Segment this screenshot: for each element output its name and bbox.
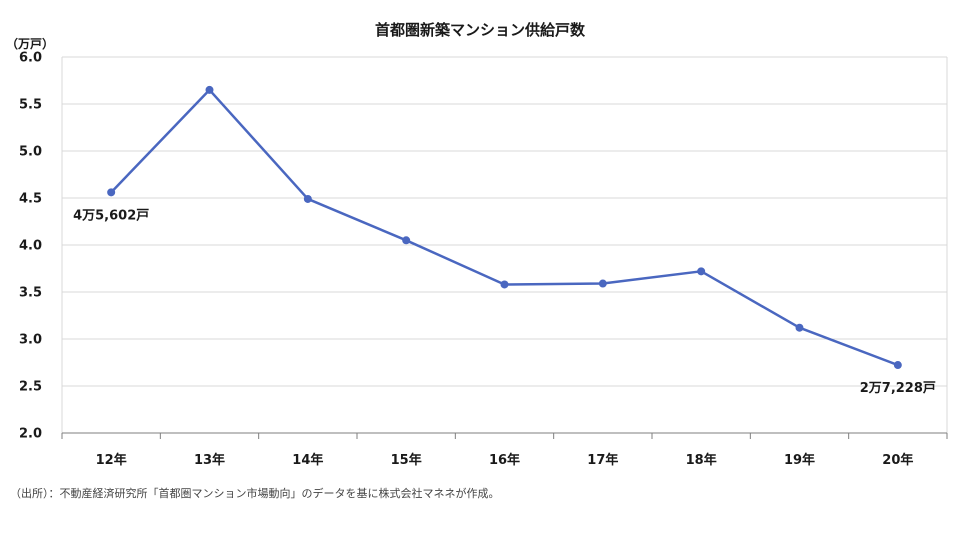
series-line bbox=[110, 88, 899, 367]
data-label: 2万7,228戸 bbox=[860, 381, 936, 396]
data-point bbox=[205, 85, 214, 94]
data-point bbox=[500, 280, 509, 289]
y-tick-label: 4.0 bbox=[19, 239, 42, 254]
y-tick-label: 4.5 bbox=[19, 192, 42, 207]
x-tick-label: 13年 bbox=[194, 452, 225, 468]
data-point bbox=[402, 236, 411, 245]
x-tick-label: 16年 bbox=[489, 452, 520, 468]
y-tick-label: 6.0 bbox=[19, 51, 42, 66]
x-tick-label: 20年 bbox=[882, 452, 913, 468]
data-point bbox=[697, 267, 706, 276]
y-tick-label: 5.0 bbox=[19, 145, 42, 160]
data-point bbox=[598, 279, 607, 288]
y-tick-label: 2.5 bbox=[19, 380, 42, 395]
chart-title: 首都圏新築マンション供給戸数 bbox=[374, 21, 585, 39]
x-tick-label: 12年 bbox=[96, 452, 127, 468]
x-tick-label: 17年 bbox=[587, 452, 618, 468]
y-tick-label: 3.0 bbox=[19, 333, 42, 348]
source-note: （出所）：不動産経済研究所「首都圏マンション市場動向」のデータを基に株式会社マネ… bbox=[10, 487, 500, 500]
y-tick-label: 5.5 bbox=[19, 98, 42, 113]
data-point bbox=[303, 194, 312, 203]
y-tick-label: 3.5 bbox=[19, 286, 42, 301]
y-axis-unit-label: （万戸） bbox=[6, 37, 55, 51]
x-tick-label: 19年 bbox=[784, 452, 815, 468]
data-point bbox=[795, 323, 804, 332]
x-tick-label: 15年 bbox=[391, 452, 422, 468]
data-label: 4万5,602戸 bbox=[73, 208, 149, 223]
data-point bbox=[893, 361, 902, 370]
y-tick-label: 2.0 bbox=[19, 427, 42, 442]
data-point bbox=[107, 188, 116, 197]
x-tick-label: 14年 bbox=[292, 452, 323, 468]
x-tick-label: 18年 bbox=[686, 452, 717, 468]
